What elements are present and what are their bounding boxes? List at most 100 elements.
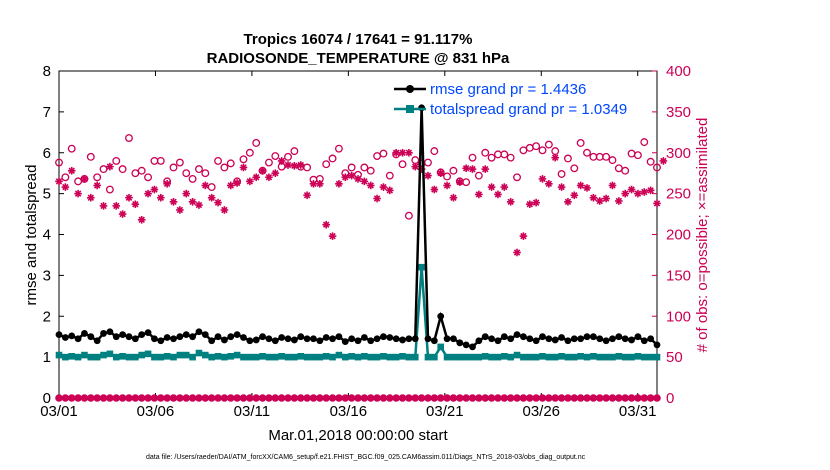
obs-assimilated-point [296,161,305,169]
obs-assimilated-point [551,153,560,162]
obs-assimilated-point [74,189,82,198]
obs-assimilated-point [214,198,222,207]
obs-zero-point [163,394,171,402]
obs-possible-point [290,147,299,156]
obs-zero-point [525,394,534,402]
obs-zero-point [182,394,191,402]
obs-assimilated-point [583,184,591,192]
totalspread-point [322,353,330,360]
obs-possible-point [112,156,121,165]
totalspread-point [450,353,457,361]
obs-zero-point [112,394,121,402]
y-axis-left: 0 1 2 3 4 5 6 7 8 [43,63,64,407]
obs-zero-point [156,394,165,402]
rmse-point [380,333,387,341]
obs-zero-point [360,394,369,402]
rmse-point [500,333,508,341]
rmse-point [284,335,292,343]
plot-area [58,70,658,399]
obs-assimilated-point [303,191,311,200]
obs-zero-point [137,394,146,402]
rmse-point [360,334,368,341]
totalspread-point [583,353,591,361]
obs-zero-point [328,394,337,402]
obs-assimilated-point [226,181,235,190]
totalspread-point [214,353,222,360]
obs-zero-point [195,394,203,402]
obs-zero-point [595,394,604,402]
obs-zero-point [67,394,76,402]
y-tick-label: 2 [43,308,51,325]
rmse-point [462,341,470,349]
obs-zero-point [608,394,617,402]
obs-possible-point [175,158,184,167]
obs-assimilated-point [233,179,241,187]
obs-zero-point [627,394,636,402]
obs-zero-point [583,394,591,402]
totalspread-point [475,353,483,361]
obs-possible-point [188,174,197,183]
obs-assimilated-point [169,198,178,206]
obs-zero-point [118,394,127,402]
obs-zero-point [252,394,261,402]
obs-assimilated-point [398,148,407,157]
totalspread-point [335,351,343,359]
y-tick-label: 3 [43,267,51,284]
obs-possible-point [360,163,369,172]
obs-zero-point [296,394,305,402]
rmse-point [297,333,305,341]
totalspread-point [431,353,438,361]
chart-subtitle: RADIOSONDE_TEMPERATURE @ 831 hPa [207,50,510,67]
obs-assimilated-point [125,193,133,202]
rmse-point [195,328,203,336]
obs-assimilated-point [201,181,210,190]
totalspread-point [481,353,489,360]
obs-possible-point [500,150,509,159]
obs-zero-point [398,394,407,402]
obs-assimilated-point [449,193,458,202]
obs-possible-point [653,163,661,172]
totalspread-point [590,353,597,360]
obs-zero-point [513,394,521,402]
obs-possible-point [506,153,515,162]
obs-zero-point [436,394,445,402]
rmse-point [589,333,597,341]
rmse-point [621,335,629,343]
totalspread-point [361,353,368,360]
rmse-point [112,333,120,341]
x-tick-label: 03/11 [234,403,270,420]
rmse-point [348,335,356,343]
obs-possible-point [646,157,655,166]
obs-zero-point [621,394,629,402]
obs-assimilated-point [494,190,502,199]
obs-possible-point [538,146,547,155]
obs-possible-point [443,172,452,181]
obs-possible-point [86,152,95,161]
rmse-point [367,337,375,345]
obs-zero-point [366,394,375,402]
obs-zero-point [475,394,483,402]
rmse-point [125,333,133,341]
legend-rmse-marker [406,85,414,93]
obs-zero-point [277,394,286,402]
obs-possible-point [557,170,566,178]
totalspread-point [202,351,209,359]
obs-zero-point [74,394,82,402]
obs-zero-point [564,394,572,402]
obs-assimilated-point [61,183,70,191]
obs-possible-point [563,154,572,163]
rmse-point [259,333,266,341]
obs-zero-point [303,394,311,402]
obs-zero-point [481,394,490,402]
rmse-point [640,337,648,345]
obs-assimilated-point [608,181,617,190]
obs-possible-point [144,173,153,182]
obs-assimilated-point [188,198,197,206]
obs-zero-point [557,394,566,402]
obs-possible-point [449,166,458,175]
obs-assimilated-point [284,161,292,169]
obs-zero-point [106,394,114,402]
obs-assimilated-point [366,181,375,190]
rmse-point [450,335,457,343]
totalspread-point [151,353,158,361]
